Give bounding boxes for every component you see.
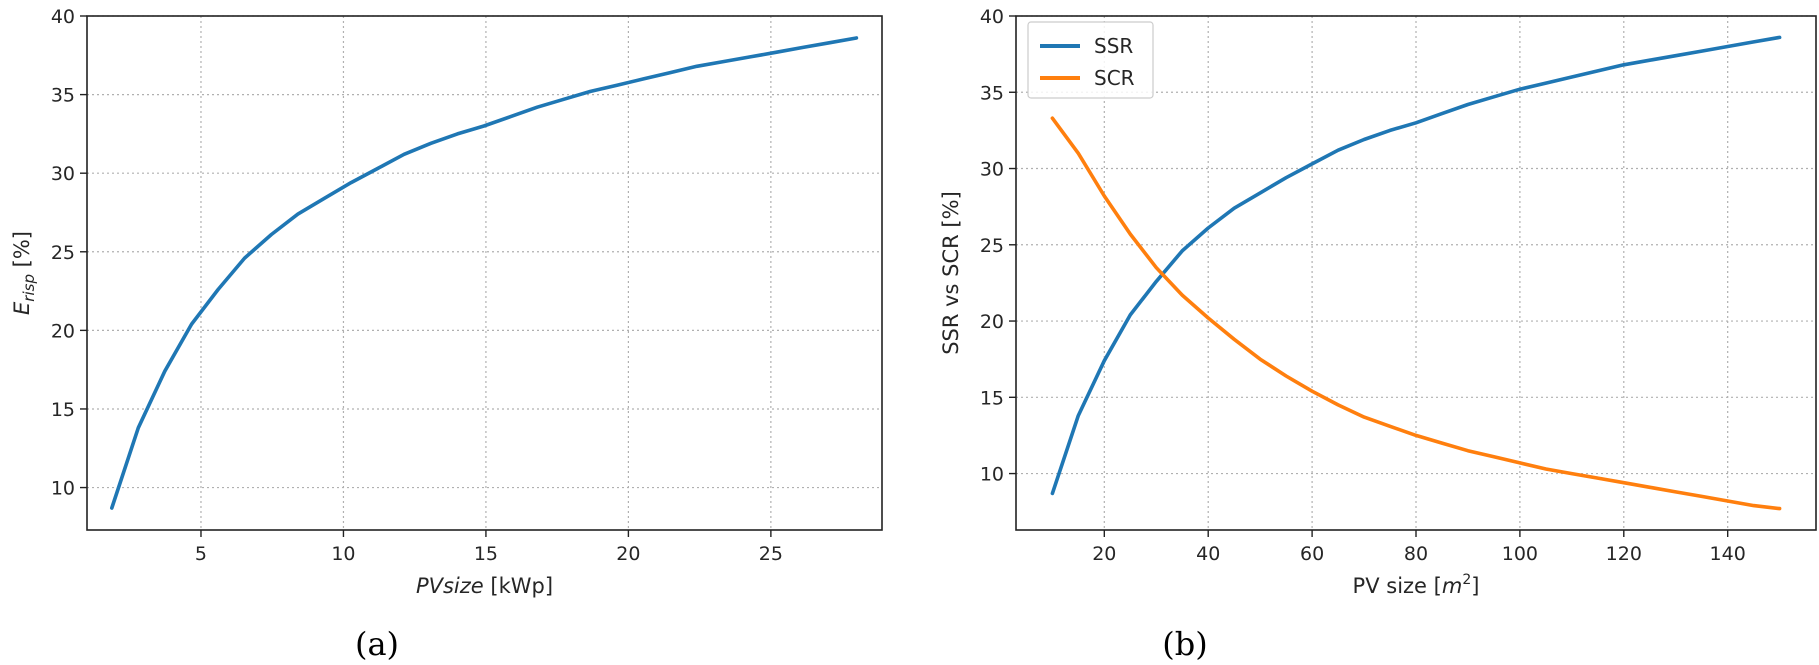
chart-a-x-tick-label: 20 xyxy=(616,543,640,565)
chart-b-series-line-scr xyxy=(1050,116,1782,511)
chart-a-grid xyxy=(87,15,882,530)
chart-a-x-axis-label-var: PVsize xyxy=(416,574,484,598)
chart-a-y-tick-label: 25 xyxy=(51,242,75,264)
chart-b-x-tick-label: 80 xyxy=(1404,543,1428,565)
chart-b-x-tick-label: 120 xyxy=(1606,543,1642,565)
chart-a-x-tick-label: 25 xyxy=(759,543,783,565)
chart-a-y-tick-label: 30 xyxy=(51,163,75,185)
chart-b-x-axis-label-sup: 2 xyxy=(1462,572,1471,588)
chart-b-x-axis-label-main: PV size [ xyxy=(1353,574,1442,598)
chart-a-y-tick-label: 35 xyxy=(51,85,75,107)
chart-b-x-axis-label-m: m xyxy=(1442,574,1462,598)
chart-panel-a: 5 10 15 20 25 10 15 20 25 30 35 40 PVsize [kWp] Eri… xyxy=(10,6,883,663)
chart-b-ticks: 20 40 60 80 100 120 140 10 15 20 25 30 35 40 xyxy=(980,6,1746,565)
chart-b-y-tick-label: 30 xyxy=(980,159,1004,181)
chart-b-series-line-ssr xyxy=(1050,35,1782,496)
chart-a-series-line-0 xyxy=(110,36,859,510)
chart-b-x-tick-label: 20 xyxy=(1092,543,1116,565)
chart-a-x-axis-label: PVsize [kWp] xyxy=(416,574,553,598)
chart-b-y-tick-label: 40 xyxy=(980,6,1004,28)
chart-b-x-tick-label: 60 xyxy=(1300,543,1324,565)
chart-b-x-tick-label: 100 xyxy=(1502,543,1538,565)
chart-a-y-axis-label-main: E xyxy=(10,301,34,315)
chart-a-x-tick-label: 5 xyxy=(195,543,207,565)
chart-a-caption: (a) xyxy=(355,625,399,663)
chart-a-series xyxy=(110,36,859,510)
chart-a-y-tick-label: 10 xyxy=(51,478,75,500)
chart-a-ticks: 5 10 15 20 25 10 15 20 25 30 35 40 xyxy=(51,6,783,565)
chart-b-legend-label-ssr: SSR xyxy=(1094,34,1133,58)
chart-b-y-tick-label: 15 xyxy=(980,387,1004,409)
chart-a-y-axis-label-unit: [%] xyxy=(10,231,34,274)
chart-a-y-tick-label: 20 xyxy=(51,320,75,342)
chart-b-x-tick-label: 140 xyxy=(1710,543,1746,565)
chart-a-y-tick-label: 40 xyxy=(51,6,75,28)
chart-b-y-tick-label: 35 xyxy=(980,82,1004,104)
chart-a-y-tick-label: 15 xyxy=(51,399,75,421)
chart-b-y-tick-label: 20 xyxy=(980,311,1004,333)
chart-b-legend: SSR SCR xyxy=(1027,21,1154,99)
chart-b-x-axis-label-end: ] xyxy=(1471,574,1479,598)
chart-b-legend-label-scr: SCR xyxy=(1094,66,1135,90)
chart-b-y-tick-label: 10 xyxy=(980,464,1004,486)
chart-b-caption: (b) xyxy=(1162,625,1207,663)
chart-b-x-axis-label: PV size [m2] xyxy=(1353,572,1480,598)
chart-b-y-tick-label: 25 xyxy=(980,235,1004,257)
chart-panel-b: 20 40 60 80 100 120 140 10 15 20 25 30 35 40 PV size … xyxy=(939,6,1817,663)
chart-a-x-tick-label: 15 xyxy=(474,543,498,565)
chart-a-plot-frame xyxy=(86,15,883,531)
chart-a-y-axis-label: Erisp [%] xyxy=(10,231,38,315)
chart-b-x-tick-label: 40 xyxy=(1196,543,1220,565)
chart-b-series xyxy=(1050,35,1782,511)
chart-a-x-tick-label: 10 xyxy=(331,543,355,565)
chart-a-y-axis-label-sub: risp xyxy=(20,274,38,302)
chart-a-x-axis-label-unit: [kWp] xyxy=(484,574,553,598)
chart-b-y-axis-label: SSR vs SCR [%] xyxy=(939,191,963,355)
